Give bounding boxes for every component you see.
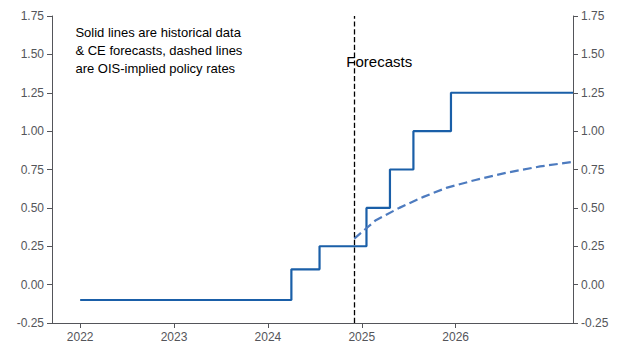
svg-text:& CE forecasts, dashed lines: & CE forecasts, dashed lines xyxy=(75,43,242,58)
svg-text:2023: 2023 xyxy=(161,330,188,344)
svg-text:1.50: 1.50 xyxy=(21,47,45,61)
svg-text:0.75: 0.75 xyxy=(21,163,45,177)
svg-text:1.25: 1.25 xyxy=(581,86,605,100)
svg-text:1.75: 1.75 xyxy=(581,9,605,23)
svg-text:-0.25: -0.25 xyxy=(581,316,609,330)
svg-text:0.00: 0.00 xyxy=(581,278,605,292)
svg-text:2024: 2024 xyxy=(255,330,282,344)
svg-text:1.25: 1.25 xyxy=(21,86,45,100)
svg-text:1.00: 1.00 xyxy=(21,124,45,138)
svg-text:are OIS-implied policy rates: are OIS-implied policy rates xyxy=(75,61,235,76)
svg-text:Forecasts: Forecasts xyxy=(346,53,412,70)
svg-text:0.50: 0.50 xyxy=(21,201,45,215)
svg-text:2022: 2022 xyxy=(67,330,94,344)
svg-text:0.75: 0.75 xyxy=(581,163,605,177)
svg-text:2026: 2026 xyxy=(442,330,469,344)
svg-text:1.75: 1.75 xyxy=(21,9,45,23)
svg-text:0.50: 0.50 xyxy=(581,201,605,215)
svg-text:0.25: 0.25 xyxy=(21,239,45,253)
svg-text:0.00: 0.00 xyxy=(21,278,45,292)
svg-text:2025: 2025 xyxy=(348,330,375,344)
svg-text:0.25: 0.25 xyxy=(581,239,605,253)
svg-text:1.50: 1.50 xyxy=(581,47,605,61)
svg-text:Solid lines are historical dat: Solid lines are historical data xyxy=(75,25,241,40)
svg-text:1.00: 1.00 xyxy=(581,124,605,138)
svg-text:-0.25: -0.25 xyxy=(17,316,45,330)
